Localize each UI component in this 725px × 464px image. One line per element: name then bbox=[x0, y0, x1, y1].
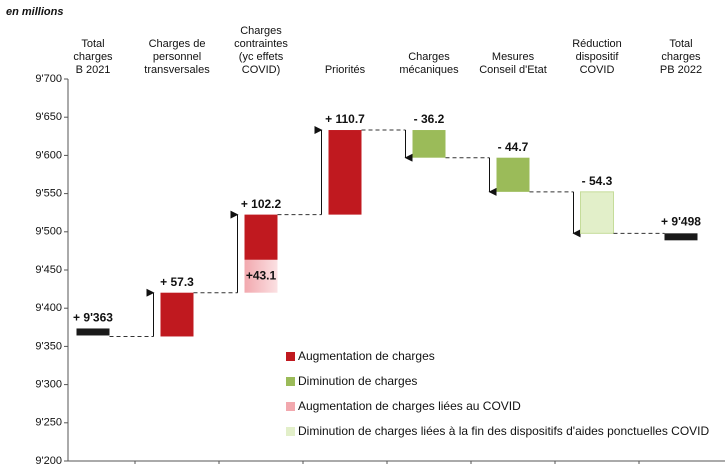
x-category-label: Total bbox=[669, 38, 692, 50]
value-label: - 36.2 bbox=[414, 112, 445, 126]
y-tick-label: 9'500 bbox=[35, 226, 62, 238]
x-category-label: (yc effets bbox=[239, 51, 284, 63]
x-category-label: personnel bbox=[153, 51, 201, 63]
x-category-label: B 2021 bbox=[76, 64, 111, 76]
y-tick-label: 9'700 bbox=[35, 73, 62, 85]
y-tick-label: 9'650 bbox=[35, 111, 62, 123]
x-category-label: Charges de bbox=[149, 38, 206, 50]
value-label: - 44.7 bbox=[498, 140, 529, 154]
x-category-label: Charges bbox=[240, 25, 282, 37]
bar bbox=[160, 292, 194, 337]
x-category-label: transversales bbox=[144, 64, 210, 76]
value-label: + 110.7 bbox=[325, 112, 365, 126]
legend-label: Diminution de charges bbox=[298, 374, 417, 388]
x-category-label: Réduction bbox=[572, 38, 622, 50]
legend-label: Augmentation de charges liées au COVID bbox=[298, 399, 521, 413]
y-tick-label: 9'250 bbox=[35, 417, 62, 429]
y-tick-label: 9'400 bbox=[35, 302, 62, 314]
bar bbox=[580, 191, 614, 234]
y-tick-label: 9'450 bbox=[35, 264, 62, 276]
legend-swatch bbox=[286, 427, 295, 436]
x-category-label: charges bbox=[73, 51, 113, 63]
value-label: + 57.3 bbox=[160, 275, 194, 289]
bar bbox=[328, 130, 362, 215]
x-category-label: Mesures bbox=[492, 51, 535, 63]
bar bbox=[496, 157, 530, 192]
x-category-label: Total bbox=[81, 38, 104, 50]
total-bar bbox=[76, 328, 110, 336]
bar bbox=[244, 214, 278, 260]
covid-label: +43.1 bbox=[246, 268, 277, 282]
legend-label: Augmentation de charges bbox=[298, 349, 435, 363]
x-category-label: COVID) bbox=[242, 64, 281, 76]
legend-swatch bbox=[286, 352, 295, 361]
value-label: + 9'363 bbox=[73, 311, 113, 325]
x-category-label: Charges bbox=[408, 51, 450, 63]
x-category-label: dispositif bbox=[576, 51, 620, 63]
legend-swatch bbox=[286, 377, 295, 386]
x-category-label: Conseil d'Etat bbox=[479, 64, 547, 76]
value-label: - 54.3 bbox=[582, 174, 613, 188]
y-tick-label: 9'600 bbox=[35, 149, 62, 161]
y-tick-label: 9'350 bbox=[35, 340, 62, 352]
legend-label: Diminution de charges liées à la fin des… bbox=[298, 424, 710, 438]
y-tick-label: 9'200 bbox=[35, 455, 62, 464]
x-category-label: Priorités bbox=[325, 64, 366, 76]
x-category-label: PB 2022 bbox=[660, 64, 702, 76]
legend-swatch bbox=[286, 402, 295, 411]
y-tick-label: 9'550 bbox=[35, 188, 62, 200]
x-category-label: COVID bbox=[580, 64, 615, 76]
value-label: + 9'498 bbox=[661, 214, 701, 228]
y-tick-label: 9'300 bbox=[35, 379, 62, 391]
bar bbox=[412, 130, 446, 158]
x-category-label: charges bbox=[661, 51, 701, 63]
unit-label: en millions bbox=[6, 6, 63, 18]
value-label: + 102.2 bbox=[241, 197, 282, 211]
covid-bar bbox=[244, 259, 278, 293]
x-category-label: contraintes bbox=[234, 38, 288, 50]
x-category-label: mécaniques bbox=[399, 64, 459, 76]
total-bar bbox=[664, 233, 698, 241]
